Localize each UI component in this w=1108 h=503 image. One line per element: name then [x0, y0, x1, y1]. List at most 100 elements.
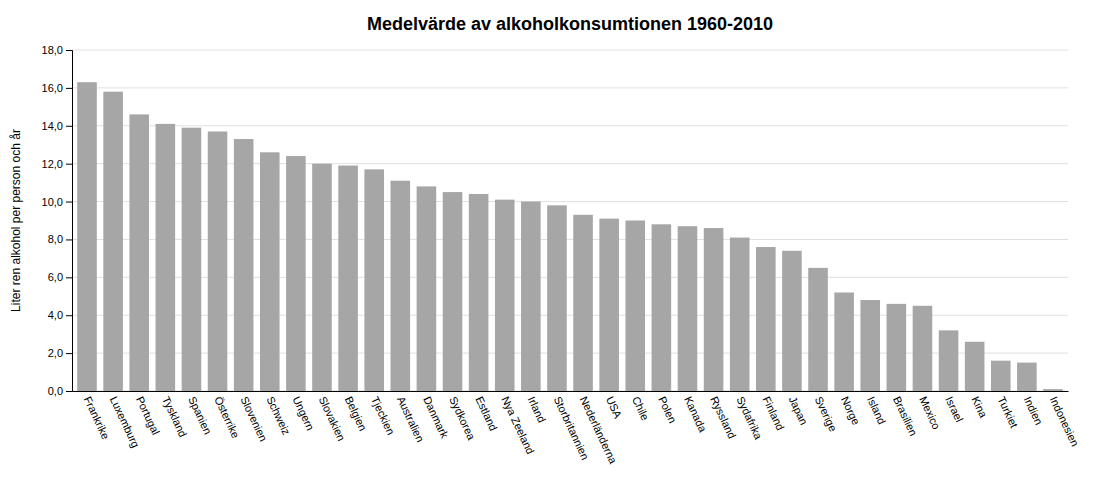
x-tick-label: Indonesien — [1048, 394, 1082, 448]
x-tick-label: Turkiet — [995, 394, 1020, 429]
x-tick-label: Chile — [630, 394, 651, 422]
bar — [704, 228, 724, 391]
x-tick: Spanien — [186, 394, 214, 436]
y-tick-mark — [66, 239, 72, 240]
x-tick-label: Tjeckien — [369, 394, 397, 436]
bar — [652, 224, 672, 391]
y-tick: 10,0 — [42, 196, 72, 208]
x-tick: Tyskland — [160, 394, 189, 438]
x-tick: Australien — [395, 394, 427, 443]
x-tick: Turkiet — [995, 394, 1020, 429]
x-tick-label: Norge — [839, 394, 863, 426]
x-tick: Irland — [526, 394, 549, 424]
y-tick-label: 16,0 — [42, 82, 63, 94]
y-axis-title: Liter ren alkohol per person och år — [9, 129, 23, 312]
y-tick: 14,0 — [42, 120, 72, 132]
bar — [234, 139, 254, 391]
x-tick: Slovenien — [238, 394, 269, 443]
x-tick: USA — [604, 394, 625, 420]
bar — [286, 156, 306, 391]
bar — [182, 128, 202, 391]
x-tick-label: Belgien — [343, 394, 369, 432]
x-tick: Norge — [839, 394, 863, 426]
y-axis-line — [66, 51, 73, 392]
x-axis-line — [73, 391, 1069, 392]
x-tick: Chile — [630, 394, 651, 422]
x-axis: FrankrikeLuxemburgPortugalTysklandSpanie… — [73, 392, 1082, 467]
x-tick-label: Ungern — [291, 394, 317, 432]
y-tick-mark — [66, 126, 72, 127]
x-tick-label: Frankrike — [82, 394, 112, 441]
x-tick-label: Kanada — [682, 394, 709, 434]
y-tick-mark — [66, 277, 72, 278]
y-tick-mark — [66, 50, 72, 51]
grid-line — [72, 125, 1068, 126]
bar — [625, 221, 645, 392]
bar — [521, 202, 541, 391]
x-tick-label: Österrike — [212, 394, 242, 440]
bar — [338, 166, 358, 391]
x-tick: Kina — [969, 394, 990, 420]
x-tick-label: Portugal — [134, 394, 162, 436]
bar — [495, 200, 515, 391]
bar — [678, 226, 698, 391]
y-tick-mark — [66, 391, 72, 392]
y-tick-label: 4,0 — [48, 309, 63, 321]
x-tick: Ungern — [291, 394, 317, 432]
x-tick: Belgien — [343, 394, 369, 432]
x-tick: Brasilien — [891, 394, 920, 437]
x-tick: Sydafrika — [734, 394, 765, 441]
y-tick: 16,0 — [42, 82, 72, 94]
bar — [129, 114, 149, 391]
bar — [913, 306, 933, 391]
bar — [808, 268, 828, 391]
bar — [756, 247, 776, 391]
bar — [417, 186, 437, 391]
x-tick: Mexico — [917, 394, 943, 431]
bar — [1017, 363, 1037, 391]
y-tick-mark — [66, 353, 72, 354]
bar — [391, 181, 411, 391]
x-tick: Israel — [943, 394, 965, 423]
bar — [991, 361, 1011, 391]
bar — [443, 192, 463, 391]
x-tick-label: Sydkorea — [447, 394, 478, 442]
x-tick: Kanada — [682, 394, 709, 434]
x-tick-label: Indien — [1022, 394, 1046, 426]
y-tick-label: 2,0 — [48, 347, 63, 359]
x-tick-label: Australien — [395, 394, 427, 443]
grid — [72, 50, 1068, 391]
x-tick-label: Tyskland — [160, 394, 189, 438]
x-tick: Finland — [761, 394, 787, 432]
y-tick: 4,0 — [48, 309, 72, 321]
x-tick-label: Island — [865, 394, 888, 426]
y-tick-label: 14,0 — [42, 120, 63, 132]
bar — [260, 152, 280, 391]
grid-line — [72, 50, 1068, 51]
y-tick-label: 12,0 — [42, 158, 63, 170]
x-tick-label: Kina — [969, 394, 990, 420]
x-tick-label: Brasilien — [891, 394, 920, 437]
x-tick-label: Schweiz — [264, 394, 292, 436]
x-tick: Schweiz — [264, 394, 292, 436]
y-tick: 8,0 — [48, 233, 72, 245]
x-tick-label: Estland — [473, 394, 499, 432]
bar — [573, 215, 593, 391]
x-tick: Ryssland — [708, 394, 738, 440]
x-tick-label: Spanien — [186, 394, 214, 436]
bar — [156, 124, 176, 391]
y-tick-label: 8,0 — [48, 233, 63, 245]
y-tick-label: 0,0 — [48, 385, 63, 397]
x-tick: Indonesien — [1048, 394, 1082, 448]
x-tick-label: Irland — [526, 394, 549, 424]
x-tick: Indien — [1022, 394, 1046, 426]
y-tick-mark — [66, 88, 72, 89]
x-tick-label: Israel — [943, 394, 965, 423]
x-tick: Slovakien — [317, 394, 348, 442]
bar — [834, 292, 854, 391]
x-tick-label: Sverige — [813, 394, 840, 433]
y-tick: 12,0 — [42, 158, 72, 170]
bar — [939, 330, 959, 391]
chart: 0,02,04,06,08,010,012,014,016,018,0Frank… — [0, 0, 1108, 503]
bar — [887, 304, 907, 391]
